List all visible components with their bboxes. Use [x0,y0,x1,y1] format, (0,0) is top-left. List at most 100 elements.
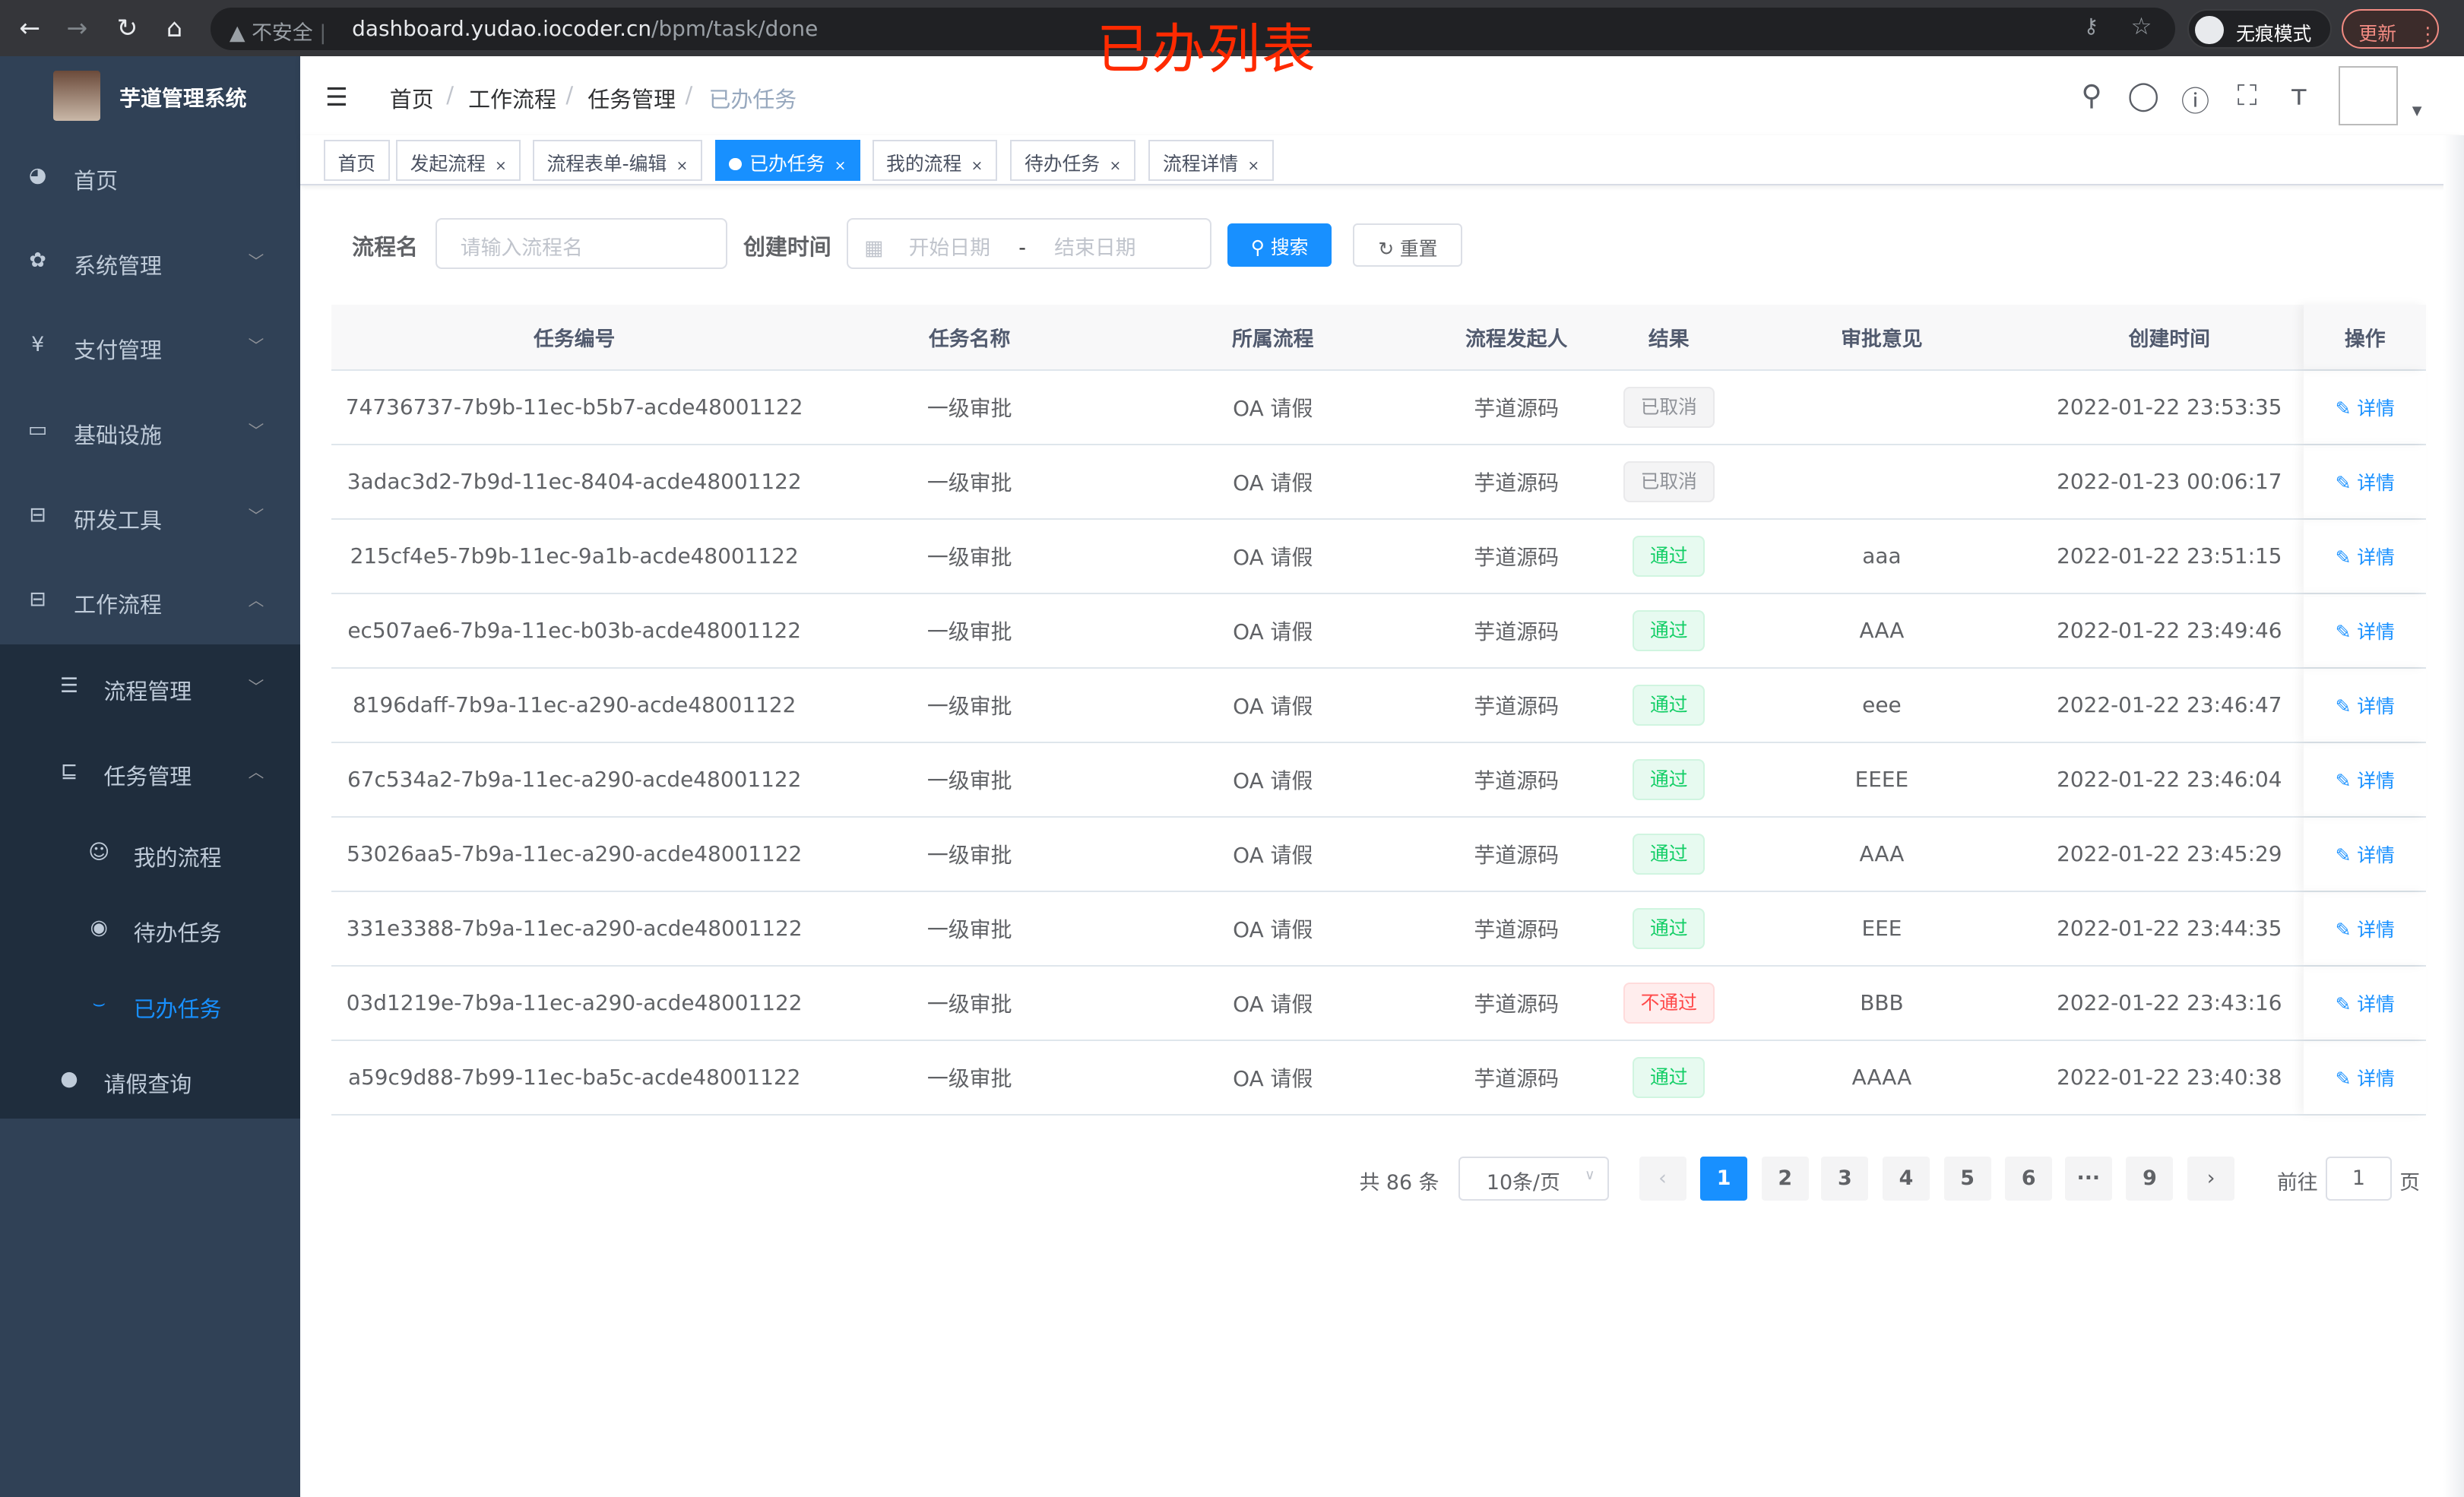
edit-icon: ✎ [2335,769,2358,792]
back-icon[interactable]: ← [19,12,41,43]
page-size-select[interactable]: 10条/页 ∨ [1458,1156,1610,1201]
close-icon[interactable]: × [676,158,689,175]
hamburger-icon[interactable]: ☰ [325,81,348,112]
detail-button[interactable]: ✎ 详情 [2336,840,2395,868]
page-button[interactable]: 9 [2126,1156,2174,1201]
help-icon[interactable]: ⓘ [2181,84,2210,119]
close-icon[interactable]: × [1247,158,1260,175]
sidebar-item-process-manage[interactable]: ☰ 流程管理 ﹀ [0,674,300,705]
sidebar-item-home[interactable]: ◕ 首页 [0,163,300,195]
sidebar-item-task-manage[interactable]: ⊑ 任务管理 ︿ [0,759,300,790]
tag-start-process[interactable]: 发起流程 × [396,140,521,181]
detail-button[interactable]: ✎ 详情 [2336,989,2395,1017]
detail-button[interactable]: ✎ 详情 [2336,1064,2395,1091]
fullscreen-icon[interactable]: ⛶ [2237,78,2257,112]
sidebar-item-infra[interactable]: ▭ 基础设施 ﹀ [0,418,300,449]
eye-closed-icon: ⌣ [92,991,106,1015]
breadcrumb-separator: / [685,81,693,108]
page-button[interactable]: 2 [1761,1156,1809,1201]
tag-process-detail[interactable]: 流程详情 × [1148,140,1274,181]
font-size-icon[interactable]: т [2291,78,2307,112]
sidebar-item-todo[interactable]: ◉ 待办任务 [0,916,300,947]
start-date-placeholder: 开始日期 [908,236,990,260]
edit-icon: ✎ [2335,843,2358,866]
detail-button[interactable]: ✎ 详情 [2336,543,2395,570]
cell-starter: 芋道源码 [1474,619,1560,644]
sidebar-item-workflow[interactable]: ⊟ 工作流程 ︿ [0,587,300,619]
table-row: 215cf4e5-7b9b-11ec-9a1b-acde48001122 一级审批… [331,520,2427,594]
close-icon[interactable]: × [1109,158,1122,175]
scrollbar-track[interactable] [2443,135,2464,1497]
github-icon[interactable]: ◯ [2127,78,2160,112]
close-icon[interactable]: × [834,158,847,175]
update-label: 更新 [2358,22,2396,45]
breadcrumb-task-manage[interactable]: 任务管理 [587,86,676,112]
update-button[interactable]: 更新 ⋮ [2341,9,2439,49]
tag-form-edit[interactable]: 流程表单-编辑 × [532,140,702,181]
detail-button[interactable]: ✎ 详情 [2336,915,2395,942]
toolbox-icon: ⊟ [29,502,46,527]
page-button[interactable]: 4 [1882,1156,1930,1201]
sidebar-item-devtools[interactable]: ⊟ 研发工具 ﹀ [0,503,300,534]
tag-home[interactable]: 首页 [323,140,390,181]
close-icon[interactable]: × [971,158,983,175]
cell-time: 2022-01-22 23:43:16 [2057,990,2282,1016]
next-page-button[interactable]: › [2187,1156,2235,1201]
detail-label: 详情 [2357,769,2395,792]
detail-button[interactable]: ✎ 详情 [2336,617,2395,644]
incognito-badge[interactable]: 无痕模式 [2187,9,2333,49]
detail-label: 详情 [2357,620,2395,643]
process-name-input[interactable]: 请输入流程名 [435,218,728,269]
cell-name: 一级审批 [926,1065,1012,1091]
page-button[interactable]: 3 [1821,1156,1869,1201]
sidebar-item-done[interactable]: ⌣ 已办任务 [0,992,300,1023]
sidebar-item-system[interactable]: ✿ 系统管理 ﹀ [0,248,300,280]
address-bar[interactable] [211,8,2175,51]
detail-label: 详情 [2357,1067,2395,1090]
caret-down-icon[interactable]: ▼ [2412,103,2422,119]
prev-page-button[interactable]: ‹ [1639,1156,1686,1201]
insecure-indicator[interactable]: ▲ 不安全 | [229,21,327,45]
cell-result: 通过 [1609,669,1728,742]
edit-icon: ✎ [2335,397,2358,419]
forward-icon[interactable]: → [66,12,88,43]
detail-button[interactable]: ✎ 详情 [2336,692,2395,719]
date-range-picker[interactable]: ▦ 开始日期 - 结束日期 [847,218,1212,269]
cell-time: 2022-01-22 23:45:29 [2057,841,2282,867]
cell-process: OA 请假 [1233,619,1313,644]
url-text[interactable]: dashboard.yudao.iocoder.cn/bpm/task/done [352,16,818,41]
toolbox-icon: ⊟ [29,587,46,612]
detail-button[interactable]: ✎ 详情 [2336,394,2395,421]
page-button[interactable]: 1 [1700,1156,1748,1201]
breadcrumb-home[interactable]: 首页 [389,86,434,112]
reset-button[interactable]: ↻ 重置 [1353,223,1463,267]
tag-done-tasks[interactable]: 已办任务 × [714,140,860,181]
cell-time: 2022-01-22 23:51:15 [2057,543,2282,569]
status-badge: 通过 [1633,610,1705,651]
cell-process: OA 请假 [1233,767,1313,793]
search-button[interactable]: ⚲ 搜索 [1227,223,1332,267]
chevron-down-icon: ∨ [1585,1167,1595,1184]
reload-icon[interactable]: ↻ [116,12,138,43]
star-icon[interactable]: ☆ [2130,12,2152,40]
avatar[interactable] [2338,65,2399,126]
close-icon[interactable]: × [495,158,507,175]
key-icon[interactable]: ⚷ [2083,14,2099,38]
home-icon[interactable]: ⌂ [166,12,182,43]
goto-page-input[interactable]: 1 [2326,1156,2392,1201]
page-button[interactable]: ··· [2064,1156,2112,1201]
url-path: /bpm/task/done [651,15,819,41]
navbar [299,56,2464,135]
sidebar-item-leave-query[interactable]: ● 请假查询 [0,1067,300,1098]
cell-process: OA 请假 [1233,842,1313,868]
detail-button[interactable]: ✎ 详情 [2336,468,2395,495]
breadcrumb-workflow[interactable]: 工作流程 [468,86,556,112]
page-button[interactable]: 5 [1943,1156,1991,1201]
detail-button[interactable]: ✎ 详情 [2336,766,2395,793]
tag-todo[interactable]: 待办任务 × [1010,140,1135,181]
page-button[interactable]: 6 [2005,1156,2053,1201]
sidebar-item-my-process[interactable]: ☺ 我的流程 [0,840,300,872]
sidebar-item-pay[interactable]: ¥ 支付管理 ﹀ [0,333,300,364]
search-icon[interactable]: ⚲ [2081,78,2102,112]
tag-my-process[interactable]: 我的流程 × [872,140,997,181]
